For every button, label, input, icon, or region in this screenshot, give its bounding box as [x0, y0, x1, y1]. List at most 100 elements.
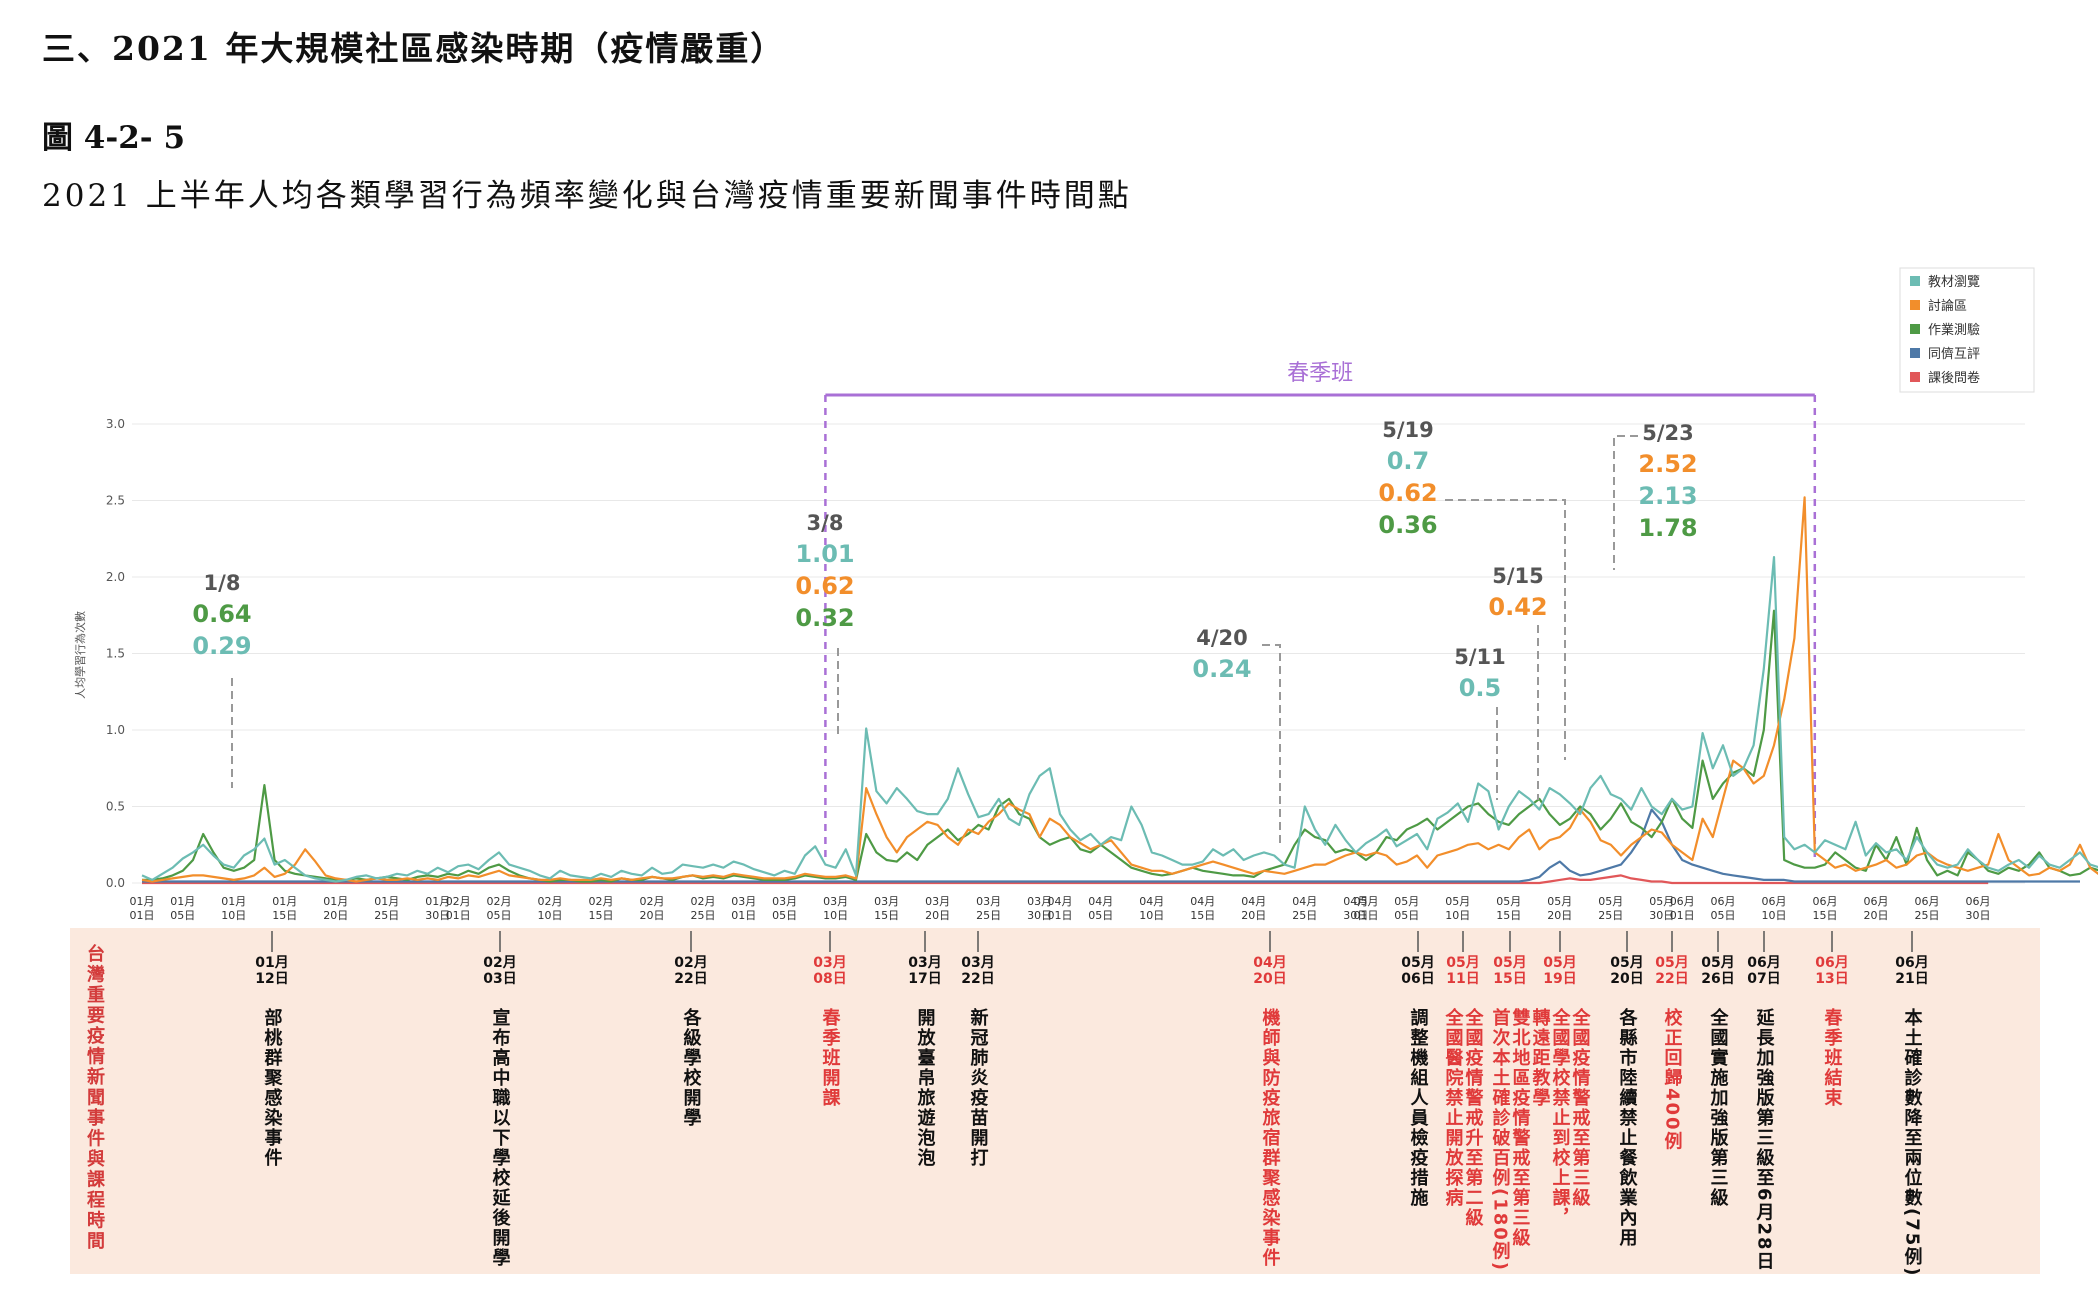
spring-term-bracket: 春季班 [824, 361, 1817, 862]
annotation-value: 0.7 [1387, 447, 1430, 475]
grid [132, 423, 2025, 884]
annotation-date: 5/11 [1454, 645, 1506, 669]
x-tick-label: 01日 [130, 909, 155, 922]
x-tick-label: 01月 [272, 895, 297, 908]
x-tick-label: 03月 [976, 895, 1001, 908]
event-day: 03日 [483, 971, 516, 987]
x-tick-label: 03月 [772, 895, 797, 908]
x-tick-label: 05月 [1394, 895, 1419, 908]
x-tick-label: 02月 [640, 895, 665, 908]
x-tick-label: 20日 [925, 909, 950, 922]
annotation-value: 0.62 [795, 572, 854, 600]
x-tick-label: 25日 [691, 909, 716, 922]
x-tick-label: 25日 [976, 909, 1001, 922]
x-tick-label: 06月 [1966, 895, 1991, 908]
x-tick-label: 30日 [425, 909, 450, 922]
event-day: 17日 [908, 971, 941, 987]
x-tick-label: 15日 [1190, 909, 1215, 922]
event-day: 06日 [1401, 971, 1434, 987]
annotation-date: 1/8 [204, 571, 241, 595]
x-tick-label: 05月 [1496, 895, 1521, 908]
event-day: 21日 [1895, 971, 1928, 987]
bracket-label: 春季班 [1287, 361, 1353, 386]
event-text: 部桃群聚感染事件 [262, 1007, 284, 1168]
event-month: 02月 [483, 955, 516, 971]
x-tick-label: 30日 [1649, 909, 1674, 922]
x-tick-label: 15日 [589, 909, 614, 922]
series-line-作業測驗 [142, 609, 2098, 883]
event-month: 06月 [1815, 955, 1848, 971]
x-tick-label: 06月 [1864, 895, 1889, 908]
event-month: 03月 [813, 955, 846, 971]
events-title-char: 要 [87, 1006, 105, 1027]
x-tick-label: 03月 [925, 895, 950, 908]
event-month: 05月 [1610, 955, 1643, 971]
annotation-value: 0.42 [1488, 593, 1547, 621]
events-title-char: 聞 [87, 1088, 105, 1109]
event-text: 春季班結束 [1822, 1007, 1843, 1108]
event-day: 07日 [1747, 971, 1780, 987]
x-tick-label: 04月 [1292, 895, 1317, 908]
x-tick-label: 04月 [1343, 895, 1368, 908]
annotation-date: 5/19 [1382, 418, 1434, 442]
events-title-char: 時 [87, 1211, 105, 1232]
event-month: 06月 [1895, 955, 1928, 971]
y-axis-label: 人均學習行為次數 [73, 611, 87, 699]
events-panel [70, 928, 2040, 1274]
x-tick-label: 30日 [1966, 909, 1991, 922]
x-tick-label: 15日 [1813, 909, 1838, 922]
x-tick-label: 25日 [1915, 909, 1940, 922]
x-tick-label: 02月 [487, 895, 512, 908]
x-tick-label: 06月 [1762, 895, 1787, 908]
event-timeline: 台灣重要疫情新聞事件與課程時間01月12日部桃群聚感染事件02月03日宣布高中職… [87, 931, 1929, 1278]
events-title-char: 課 [87, 1169, 106, 1191]
x-tick-label: 04月 [1241, 895, 1266, 908]
annotation-value: 0.64 [192, 600, 251, 628]
x-tick-label: 20日 [1547, 909, 1572, 922]
event-month: 05月 [1493, 955, 1526, 971]
x-tick-label: 03月 [874, 895, 899, 908]
annotation-date: 5/15 [1492, 564, 1544, 588]
x-tick-label: 10日 [221, 909, 246, 922]
x-tick-label: 05月 [1649, 895, 1674, 908]
event-text: 全國實施加強版第三級 [1708, 1007, 1730, 1208]
legend-box [1899, 267, 2035, 393]
event-text: 延長加強版第三級至6月28日 [1754, 1008, 1776, 1272]
x-tick-label: 20日 [323, 909, 348, 922]
x-tick-label: 15日 [874, 909, 899, 922]
x-tick-label: 10日 [538, 909, 563, 922]
events-title-char: 情 [87, 1047, 105, 1068]
annotation-date: 3/8 [807, 511, 844, 535]
y-tick-label: 1.5 [106, 647, 125, 661]
x-tick-label: 01月 [130, 895, 155, 908]
events-title-char: 重 [87, 984, 105, 1006]
x-tick-label: 05日 [772, 909, 797, 922]
annotation-value: 0.32 [795, 604, 854, 632]
event-text: 調整機組人員檢疫措施 [1408, 1007, 1430, 1208]
x-tick-label: 15日 [272, 909, 297, 922]
x-tick-label: 06月 [1813, 895, 1838, 908]
annotation-leader [1445, 499, 1566, 760]
series-line-課後問卷 [142, 874, 1989, 885]
x-tick-label: 05日 [1711, 909, 1736, 922]
events-title-char: 與 [87, 1148, 105, 1170]
event-month: 03月 [961, 955, 994, 971]
event-text: 春季班開課 [820, 1007, 841, 1108]
event-month: 04月 [1253, 955, 1286, 971]
series-lines [141, 496, 2098, 885]
x-tick-label: 04月 [1088, 895, 1113, 908]
x-tick-label: 01日 [1670, 909, 1695, 922]
event-text: 開放臺帛旅遊泡泡 [915, 1008, 937, 1168]
event-day: 22日 [961, 971, 994, 987]
x-tick-label: 05日 [170, 909, 195, 922]
event-text: 宣布高中職以下學校延後開學 [490, 1007, 512, 1268]
event-text: 各級學校開學 [681, 1007, 703, 1128]
event-day: 26日 [1701, 971, 1734, 987]
x-tick-label: 06月 [1670, 895, 1695, 908]
x-tick-label: 01月 [221, 895, 246, 908]
section-heading: 三、2021 年大規模社區感染時期（疫情嚴重） [42, 29, 786, 68]
event-text: 全國學校禁止到校上課， [1550, 1007, 1572, 1228]
legend-label: 討論區 [1928, 298, 1967, 314]
series-line-討論區 [141, 496, 2098, 883]
